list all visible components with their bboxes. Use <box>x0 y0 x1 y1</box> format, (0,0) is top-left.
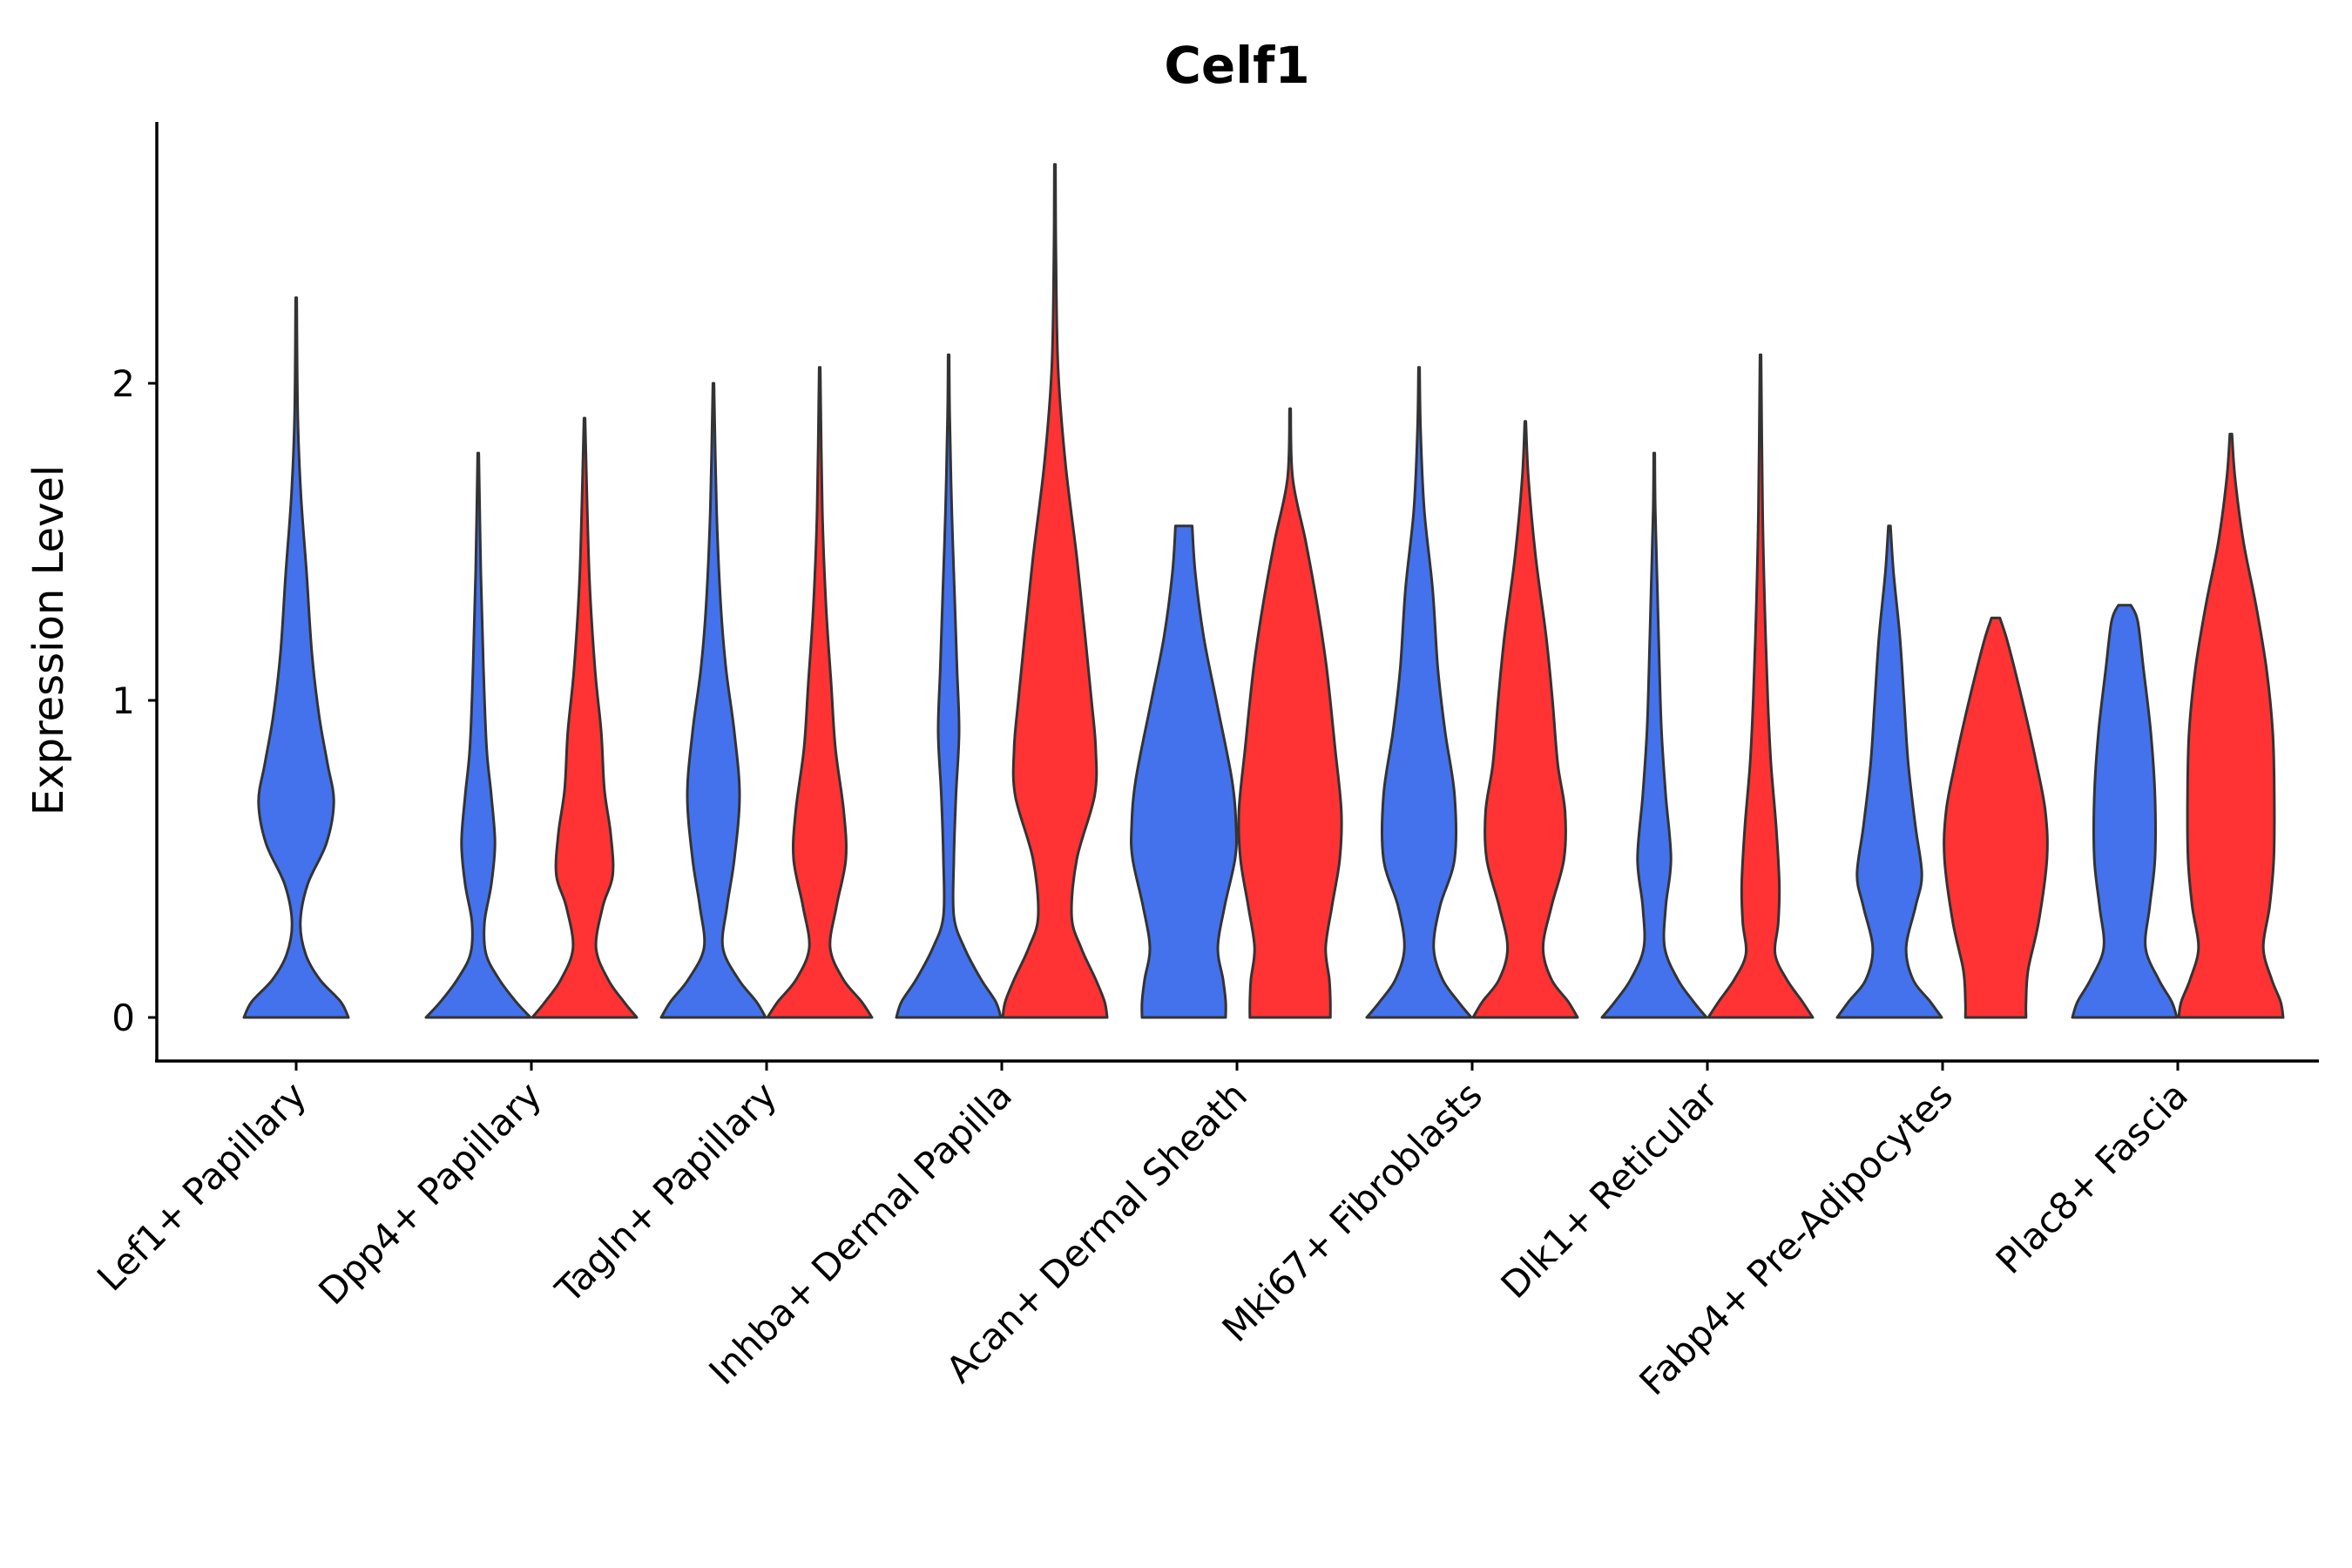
violin-plac8-fascia-b <box>2177 432 2285 1019</box>
violin-mki67-fibroblasts-b <box>1471 420 1579 1019</box>
violin-dpp4-papillary-b <box>531 416 639 1019</box>
y-axis-ticks: 0 1 2 <box>112 362 157 1039</box>
y-tick-label: 1 <box>112 679 135 722</box>
violin-group <box>242 163 2285 1019</box>
chart-title: Celf1 <box>1164 36 1309 95</box>
violin-inhba-dermal-papilla-b <box>1001 163 1109 1019</box>
y-tick-label: 0 <box>112 997 135 1039</box>
violin-fabp4-pre-adipocytes-b <box>1943 616 2049 1019</box>
violin-dpp4-papillary-a <box>424 451 532 1019</box>
x-tick-label: Mki67+ Fibroblasts <box>1214 1073 1490 1349</box>
x-tick-label: Plac8+ Fascia <box>1988 1073 2196 1281</box>
violin-dlk1-reticular-b <box>1707 353 1815 1019</box>
x-tick-label: Tagln+ Papillary <box>547 1073 785 1311</box>
violin-plac8-fascia-a <box>2071 604 2179 1019</box>
violin-fabp4-pre-adipocytes-a <box>1835 524 1943 1019</box>
violin-lef1-papillary-a <box>242 296 350 1019</box>
x-tick-label: Dpp4+ Papillary <box>310 1073 550 1313</box>
x-tick-label: Dlk1+ Reticular <box>1493 1073 1727 1307</box>
violin-dlk1-reticular-a <box>1600 451 1708 1019</box>
violin-tagln-papillary-a <box>659 382 767 1019</box>
x-tick-label: Lef1+ Papillary <box>89 1073 314 1299</box>
violin-acan-dermal-sheath-b <box>1237 407 1343 1019</box>
violin-acan-dermal-sheath-a <box>1130 524 1238 1019</box>
violin-mki67-fibroblasts-a <box>1365 366 1473 1019</box>
violin-tagln-papillary-b <box>766 366 874 1019</box>
y-tick-label: 2 <box>112 362 135 405</box>
violin-inhba-dermal-papilla-a <box>895 353 1003 1019</box>
y-axis-label: Expression Level <box>24 465 73 816</box>
